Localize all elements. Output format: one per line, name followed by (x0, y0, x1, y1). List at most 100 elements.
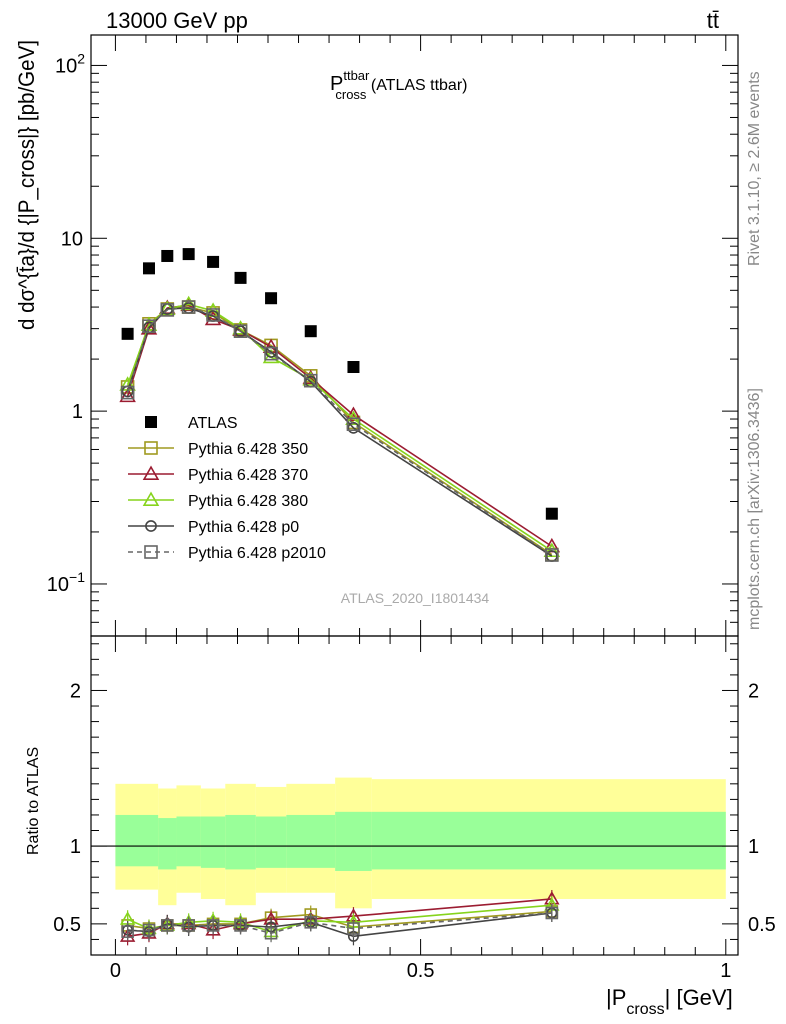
atlas-data-point (234, 271, 247, 284)
header-energy-label: 13000 GeV pp (106, 8, 248, 33)
main-series-point (264, 346, 278, 361)
atlas-data-point (265, 292, 278, 305)
legend-marker-3 (145, 520, 157, 532)
ratio-inner-band (115, 814, 159, 867)
legend: ATLAS Pythia 6.428 350 Pythia 6.428 370 Pyt… (128, 415, 326, 562)
ratio-y-tick-label: 0.5 (53, 914, 81, 936)
main-series-point (543, 542, 561, 558)
main-series-point (234, 325, 247, 338)
main-series-point (345, 406, 362, 421)
ratio-x-tick-label: 0 (110, 960, 121, 982)
ratio-series-point (347, 922, 360, 935)
main-series-point (346, 417, 361, 432)
legend-marker-2 (142, 491, 160, 506)
ratio-x-tick-label: 0.5 (407, 960, 435, 982)
ratio-series-point (264, 926, 278, 940)
rivet-version-label: Rivet 3.1.10, ≥ 2.6M events (746, 71, 763, 266)
main-series-point (265, 346, 277, 358)
main-y-tick-label-base: 1 (72, 401, 83, 423)
main-y-tick-label: 1 (72, 401, 83, 423)
legend-label-2: Pythia 6.428 380 (188, 493, 308, 510)
atlas-data-point (161, 249, 174, 262)
plot-title-sup: ttbar (343, 68, 370, 83)
ratio-inner-band (200, 816, 226, 868)
ratio-series-4 (121, 903, 559, 943)
ratio-inner-band (286, 814, 336, 868)
main-y-tick-label-exp: 2 (77, 50, 85, 66)
atlas-data-point (207, 255, 220, 268)
ratio-frame (90, 635, 739, 956)
main-series-point (206, 308, 220, 322)
analysis-watermark: ATLAS_2020_I1801434 (341, 590, 490, 606)
x-axis-label-rest: | [GeV] (665, 985, 733, 1010)
ratio-y-axis: 0.5 0.5 1 1 2 2 (53, 643, 776, 940)
ratio-inner-band (335, 811, 372, 871)
atlas-data-point (304, 325, 317, 338)
legend-marker-0 (144, 441, 158, 455)
main-series-point (545, 548, 559, 562)
atlas-data-point (347, 361, 360, 374)
main-y-tick-label: 10 (61, 228, 83, 250)
ratio-y-tick-label: 2 (70, 680, 81, 702)
ratio-y-axis-label: Ratio to ATLAS (25, 747, 42, 855)
legend-label-4: Pythia 6.428 p2010 (188, 545, 326, 562)
main-y-tick-label-exp: −1 (69, 569, 85, 585)
ratio-series-point (160, 919, 174, 932)
ratio-y-tick-label-right: 2 (748, 680, 759, 702)
main-series-point (140, 320, 158, 335)
ratio-inner-band (255, 816, 287, 868)
atlas-data-point (121, 327, 134, 340)
main-series-point (181, 300, 196, 314)
legend-marker-atlas (145, 416, 157, 428)
main-series-point (303, 373, 318, 388)
plot-title-main: P (330, 73, 343, 95)
ratio-plot-area (91, 777, 738, 946)
main-y-tick-label-base: 10 (55, 55, 77, 77)
main-series-line-2 (126, 303, 553, 552)
main-y-tick-label-base: 10 (47, 574, 69, 596)
ratio-series-point (304, 916, 318, 929)
ratio-series-line-4 (127, 912, 552, 935)
atlas-data-point (182, 248, 195, 261)
main-y-axis-label: d dσ^{t̄a}/d {|P_cross|} [pb/GeV] (14, 40, 39, 330)
legend-marker-4 (144, 545, 158, 559)
mcplots-label: mcplots.cern.ch [arXiv:1306.3436] (746, 388, 763, 630)
ratio-x-axis: 0 0.5 1 (110, 636, 731, 982)
legend-entry-4: Pythia 6.428 p2010 (128, 545, 326, 562)
main-series-point (233, 324, 248, 339)
ratio-series-point (182, 919, 195, 932)
plot-title-sub: cross (335, 87, 367, 102)
ratio-inner-band (225, 814, 256, 870)
ratio-inner-band (158, 818, 177, 870)
main-series-4 (120, 300, 559, 562)
atlas-data-point (142, 262, 155, 275)
ratio-y-tick-label-right: 1 (748, 836, 759, 858)
plot-title: Pttbar cross (ATLAS ttbar) (330, 68, 467, 102)
legend-marker-1 (142, 465, 160, 480)
header-process-label: tt̄ (707, 8, 719, 33)
main-y-tick-label: 10−1 (47, 569, 85, 596)
legend-entry-0: Pythia 6.428 350 (128, 441, 308, 458)
legend-label-atlas: ATLAS (188, 415, 238, 432)
ratio-series-point (206, 919, 220, 932)
ratio-series-point (142, 923, 156, 937)
ratio-series-point (545, 906, 559, 920)
legend-entry-3: Pythia 6.428 p0 (128, 519, 299, 536)
ratio-y-tick-label: 1 (70, 836, 81, 858)
main-series-1 (119, 296, 561, 553)
ratio-x-tick-label: 1 (720, 960, 731, 982)
legend-label-1: Pythia 6.428 370 (188, 467, 308, 484)
x-axis-label-sub: cross (626, 1001, 664, 1018)
main-x-axis (114, 35, 727, 636)
main-y-tick-label-base: 10 (61, 228, 83, 250)
x-axis-label: |Pcross| [GeV] (606, 985, 733, 1018)
ratio-series-point (234, 919, 247, 932)
legend-entry-2: Pythia 6.428 380 (128, 491, 308, 510)
ratio-series-point (119, 928, 136, 942)
legend-entry-1: Pythia 6.428 370 (128, 465, 308, 484)
main-y-tick-label: 102 (55, 50, 85, 77)
main-series-point (142, 319, 156, 333)
